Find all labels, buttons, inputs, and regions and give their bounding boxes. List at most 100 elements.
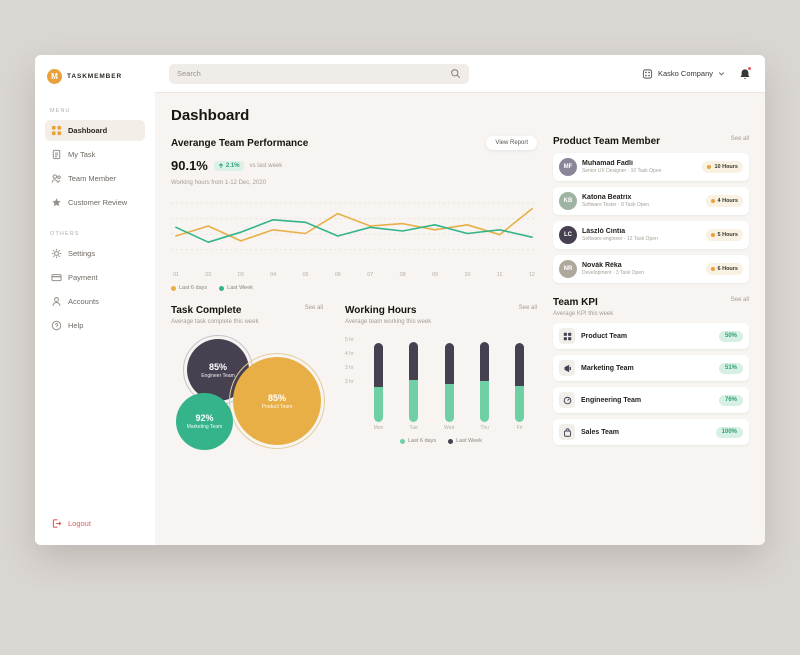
x-tick: Thu [480,425,489,431]
member-role: Senior UX Designer · 10 Task Open [582,168,662,175]
kpi-team-name: Engineering Team [581,396,642,404]
team-kpi-subtitle: Average KPI this week [553,311,614,317]
x-tick: 05 [302,272,309,278]
company-selector[interactable]: Kasko Company [642,68,725,79]
x-tick: 02 [205,272,212,278]
x-tick: 01 [173,272,180,278]
main-area: Kasko Company Dashboard Averange Team Pe… [155,55,765,545]
sidebar-item-payment[interactable]: Payment [45,267,145,288]
kpi-row-sales-team[interactable]: Sales Team 100% [553,419,749,445]
member-role: Development · 3 Task Open [582,270,644,277]
member-name: Muhamad Fadli [582,159,633,167]
notification-dot [747,65,752,71]
search-icon[interactable] [450,68,461,79]
legend-last-week: Last Week [219,285,253,291]
member-row[interactable]: KB Katona Beatrix Software Tester · 8 Ta… [553,187,749,215]
legend-last-week: Last Week [448,438,482,444]
review-star-icon [51,197,62,208]
hours-badge: 6 Hours [705,263,743,275]
kpi-team-name: Product Team [581,332,628,340]
arrow-up-icon [218,162,224,168]
x-tick: 06 [334,272,341,278]
performance-value: 90.1% [171,158,208,173]
performance-line-chart [171,202,537,251]
bar-column: Tue [409,335,419,431]
member-row[interactable]: LC László Cintia Software engineer · 12 … [553,221,749,249]
sidebar-item-team-member[interactable]: Team Member [45,168,145,189]
sidebar-item-label: Payment [68,273,98,282]
team-kpi-section: Team KPI Average KPI this week See all P… [553,297,749,445]
kpi-value-badge: 50% [718,330,743,342]
hours-dot-icon [710,199,715,203]
avatar: LC [559,226,577,244]
dashboard-icon [51,125,62,136]
app-window: M TASKMEMBER MENU Dashboard My Task Team… [35,55,765,545]
chevron-down-icon [718,72,725,76]
dashboard-content: Dashboard Averange Team Performance View… [155,93,765,545]
x-tick: Wed [444,425,455,431]
kpi-value-badge: 51% [718,362,743,374]
performance-title: Averange Team Performance [171,137,309,149]
view-report-button[interactable]: View Report [486,136,537,150]
working-hours-legend: Last 6 days Last Week [345,438,537,444]
sidebar-item-label: Help [68,321,84,330]
task-complete-section: Task Complete Average task complete this… [171,305,325,473]
bubble-marketing-team: 92% Marketing Team [176,393,233,450]
kpi-value-badge: 100% [715,426,743,438]
member-row[interactable]: MF Muhamad Fadli Senior UX Designer · 10… [553,153,749,181]
sidebar-item-accounts[interactable]: Accounts [45,291,145,312]
sidebar-item-customer-review[interactable]: Customer Review [45,192,145,213]
hours-badge: 4 Hours [705,195,743,207]
sidebar-item-dashboard[interactable]: Dashboard [45,120,145,141]
team-members-see-all[interactable]: See all [730,136,749,142]
performance-delta-badge: 2.1% [213,160,244,171]
legend-last-6-days: Last 6 days [171,285,207,291]
sidebar-item-label: My Task [68,150,96,159]
task-complete-subtitle: Average task complete this week [171,319,259,325]
search-input[interactable] [177,69,444,78]
hours-badge: 10 Hours [702,161,743,173]
x-tick: 07 [367,272,374,278]
line-chart-x-axis: 01 02 03 04 05 06 07 08 09 10 11 12 [171,272,537,278]
sidebar-item-my-task[interactable]: My Task [45,144,145,165]
member-name: László Cintia [582,227,626,235]
task-complete-see-all[interactable]: See all [304,305,323,311]
credit-card-icon [51,272,62,283]
x-tick: Tue [409,425,418,431]
search-bar[interactable] [169,63,469,84]
task-complete-title: Task Complete [171,305,242,316]
sidebar-item-settings[interactable]: Settings [45,243,145,264]
hours-dot-icon [707,165,712,169]
kpi-team-name: Marketing Team [581,364,634,372]
kpi-row-marketing-team[interactable]: Marketing Team 51% [553,355,749,381]
working-hours-see-all[interactable]: See all [518,305,537,311]
performance-delta-note: vs last week [249,162,283,169]
logo-icon: M [47,69,62,84]
hours-dot-icon [710,267,715,271]
kpi-row-engineering-team[interactable]: Engineering Team 76% [553,387,749,413]
member-name: Novák Réka [582,261,622,269]
task-icon [51,149,62,160]
kpi-row-product-team[interactable]: Product Team 50% [553,323,749,349]
y-tick: 4 hr [345,351,354,357]
working-hours-title: Working Hours [345,305,417,316]
team-members-title: Product Team Member [553,136,661,147]
bar-column: Mon [374,335,383,431]
gauge-icon [559,392,575,408]
x-tick: 10 [464,272,471,278]
kpi-team-name: Sales Team [581,428,620,436]
brand-logo: M TASKMEMBER [45,69,145,84]
x-tick: 08 [399,272,406,278]
sidebar-item-label: Accounts [68,297,99,306]
sidebar-item-label: Team Member [68,174,116,183]
working-hours-subtitle: Average team working this week [345,319,432,325]
member-row[interactable]: NR Novák Réka Development · 3 Task Open … [553,255,749,283]
sidebar-item-help[interactable]: Help [45,315,145,336]
member-role: Software engineer · 12 Task Open [582,236,658,243]
member-name: Katona Beatrix [582,193,632,201]
bar-column: Thu [480,335,490,431]
logout-button[interactable]: Logout [51,518,91,529]
notification-bell[interactable] [739,65,752,80]
team-kpi-see-all[interactable]: See all [730,297,749,303]
team-icon [51,173,62,184]
